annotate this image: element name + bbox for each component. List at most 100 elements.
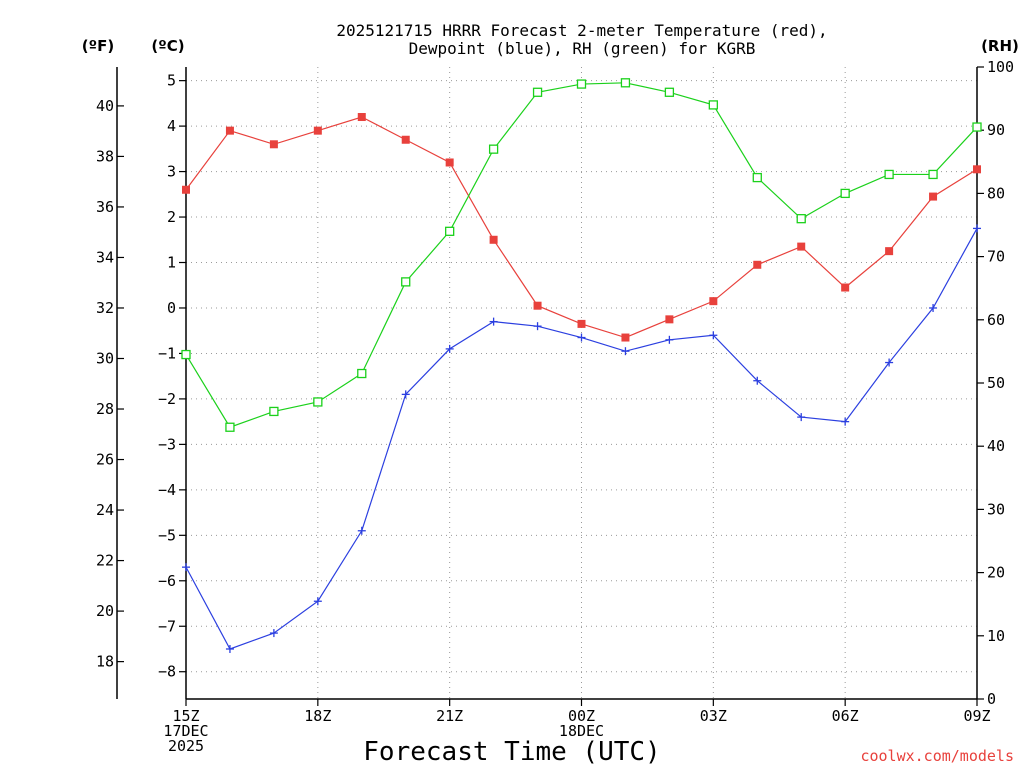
- data-point: [182, 563, 190, 572]
- data-point: [401, 390, 410, 399]
- data-point: [797, 242, 806, 251]
- tick-labels: 543210−1−2−3−4−5−6−7−8403836343230282624…: [96, 58, 1014, 755]
- data-point: [929, 303, 938, 312]
- x-tick-label: 18DEC: [559, 722, 604, 740]
- data-point: [753, 376, 762, 385]
- celsius-tick-label: 4: [167, 117, 176, 135]
- data-point: [709, 331, 718, 340]
- data-point: [401, 135, 410, 144]
- rh-tick-label: 50: [987, 374, 1005, 392]
- data-point: [973, 224, 981, 233]
- data-point: [928, 169, 938, 180]
- data-point: [357, 368, 367, 379]
- x-tick-label: 06Z: [832, 707, 859, 725]
- fahrenheit-tick-label: 24: [96, 501, 114, 519]
- fahrenheit-tick-label: 26: [96, 451, 114, 469]
- celsius-unit-label: (ºC): [151, 37, 184, 55]
- rh-tick-label: 60: [987, 311, 1005, 329]
- rh-unit-label: (RH): [981, 37, 1019, 55]
- series-line: [185, 228, 978, 650]
- data-point: [445, 226, 455, 236]
- fahrenheit-tick-label: 30: [96, 349, 114, 367]
- rh-tick-label: 70: [987, 248, 1005, 266]
- data-point: [313, 597, 322, 606]
- data-point: [445, 158, 454, 167]
- rh-tick-label: 30: [987, 500, 1005, 518]
- data-point: [620, 78, 631, 88]
- celsius-tick-label: 3: [167, 163, 176, 181]
- rh-tick-label: 20: [987, 564, 1005, 582]
- data-point: [929, 192, 938, 201]
- data-point: [357, 113, 366, 122]
- data-point: [533, 301, 542, 310]
- celsius-tick-label: 0: [167, 299, 176, 317]
- data-point: [576, 79, 587, 89]
- data-point: [840, 188, 850, 199]
- data-point: [489, 317, 498, 326]
- fahrenheit-tick-label: 32: [96, 299, 114, 317]
- data-point: [753, 260, 762, 269]
- celsius-tick-label: 2: [167, 208, 176, 226]
- series-temperature: [182, 113, 981, 342]
- data-point: [621, 347, 630, 356]
- axes: [116, 66, 984, 706]
- fahrenheit-tick-label: 28: [96, 400, 114, 418]
- data-point: [577, 319, 586, 328]
- chart-title-line2: Dewpoint (blue), RH (green) for KGRB: [409, 39, 756, 58]
- x-tick-label: 17DEC: [163, 722, 208, 740]
- data-point: [313, 126, 322, 135]
- data-point: [885, 247, 894, 256]
- celsius-tick-label: −5: [158, 526, 176, 544]
- data-point: [489, 235, 498, 244]
- rh-tick-label: 0: [987, 690, 996, 708]
- x-tick-label: 00Z: [568, 707, 595, 725]
- data-point: [313, 397, 323, 407]
- rh-tick-label: 10: [987, 627, 1005, 645]
- grid-lines: [185, 67, 978, 699]
- celsius-tick-label: 1: [167, 254, 176, 272]
- data-point: [488, 144, 499, 154]
- data-point: [709, 297, 718, 306]
- fahrenheit-tick-label: 20: [96, 602, 114, 620]
- fahrenheit-tick-label: 22: [96, 552, 114, 570]
- fahrenheit-tick-label: 34: [96, 248, 114, 266]
- credit-text: coolwx.com/models: [860, 747, 1014, 765]
- data-series: [181, 78, 982, 653]
- data-point: [445, 344, 454, 353]
- data-point: [884, 169, 894, 180]
- celsius-tick-label: −7: [158, 617, 176, 635]
- celsius-tick-label: −2: [158, 390, 176, 408]
- rh-tick-label: 100: [987, 58, 1014, 76]
- celsius-tick-label: 5: [167, 72, 176, 90]
- data-point: [708, 100, 718, 110]
- series-dewpoint: [182, 224, 981, 653]
- fahrenheit-tick-label: 38: [96, 147, 114, 165]
- data-point: [181, 349, 191, 360]
- data-point: [797, 413, 806, 422]
- series-rh: [181, 78, 982, 432]
- chart-title-line1: 2025121715 HRRR Forecast 2-meter Tempera…: [336, 21, 827, 40]
- fahrenheit-tick-label: 18: [96, 653, 114, 671]
- data-point: [269, 406, 279, 417]
- data-point: [796, 214, 806, 224]
- x-tick-label: 03Z: [700, 707, 727, 725]
- data-point: [752, 172, 762, 183]
- data-point: [665, 335, 674, 344]
- celsius-tick-label: −3: [158, 435, 176, 453]
- data-point: [533, 322, 542, 331]
- rh-tick-label: 40: [987, 437, 1005, 455]
- data-point: [664, 87, 675, 97]
- data-point: [665, 315, 674, 324]
- data-point: [269, 140, 278, 149]
- rh-tick-label: 90: [987, 121, 1005, 139]
- celsius-tick-label: −6: [158, 572, 176, 590]
- data-point: [225, 644, 234, 653]
- x-tick-label: 2025: [168, 737, 204, 755]
- data-point: [182, 185, 190, 194]
- fahrenheit-tick-label: 36: [96, 198, 114, 216]
- x-tick-label: 18Z: [304, 707, 331, 725]
- x-tick-label: 09Z: [963, 707, 990, 725]
- data-point: [841, 283, 850, 292]
- data-point: [577, 333, 586, 342]
